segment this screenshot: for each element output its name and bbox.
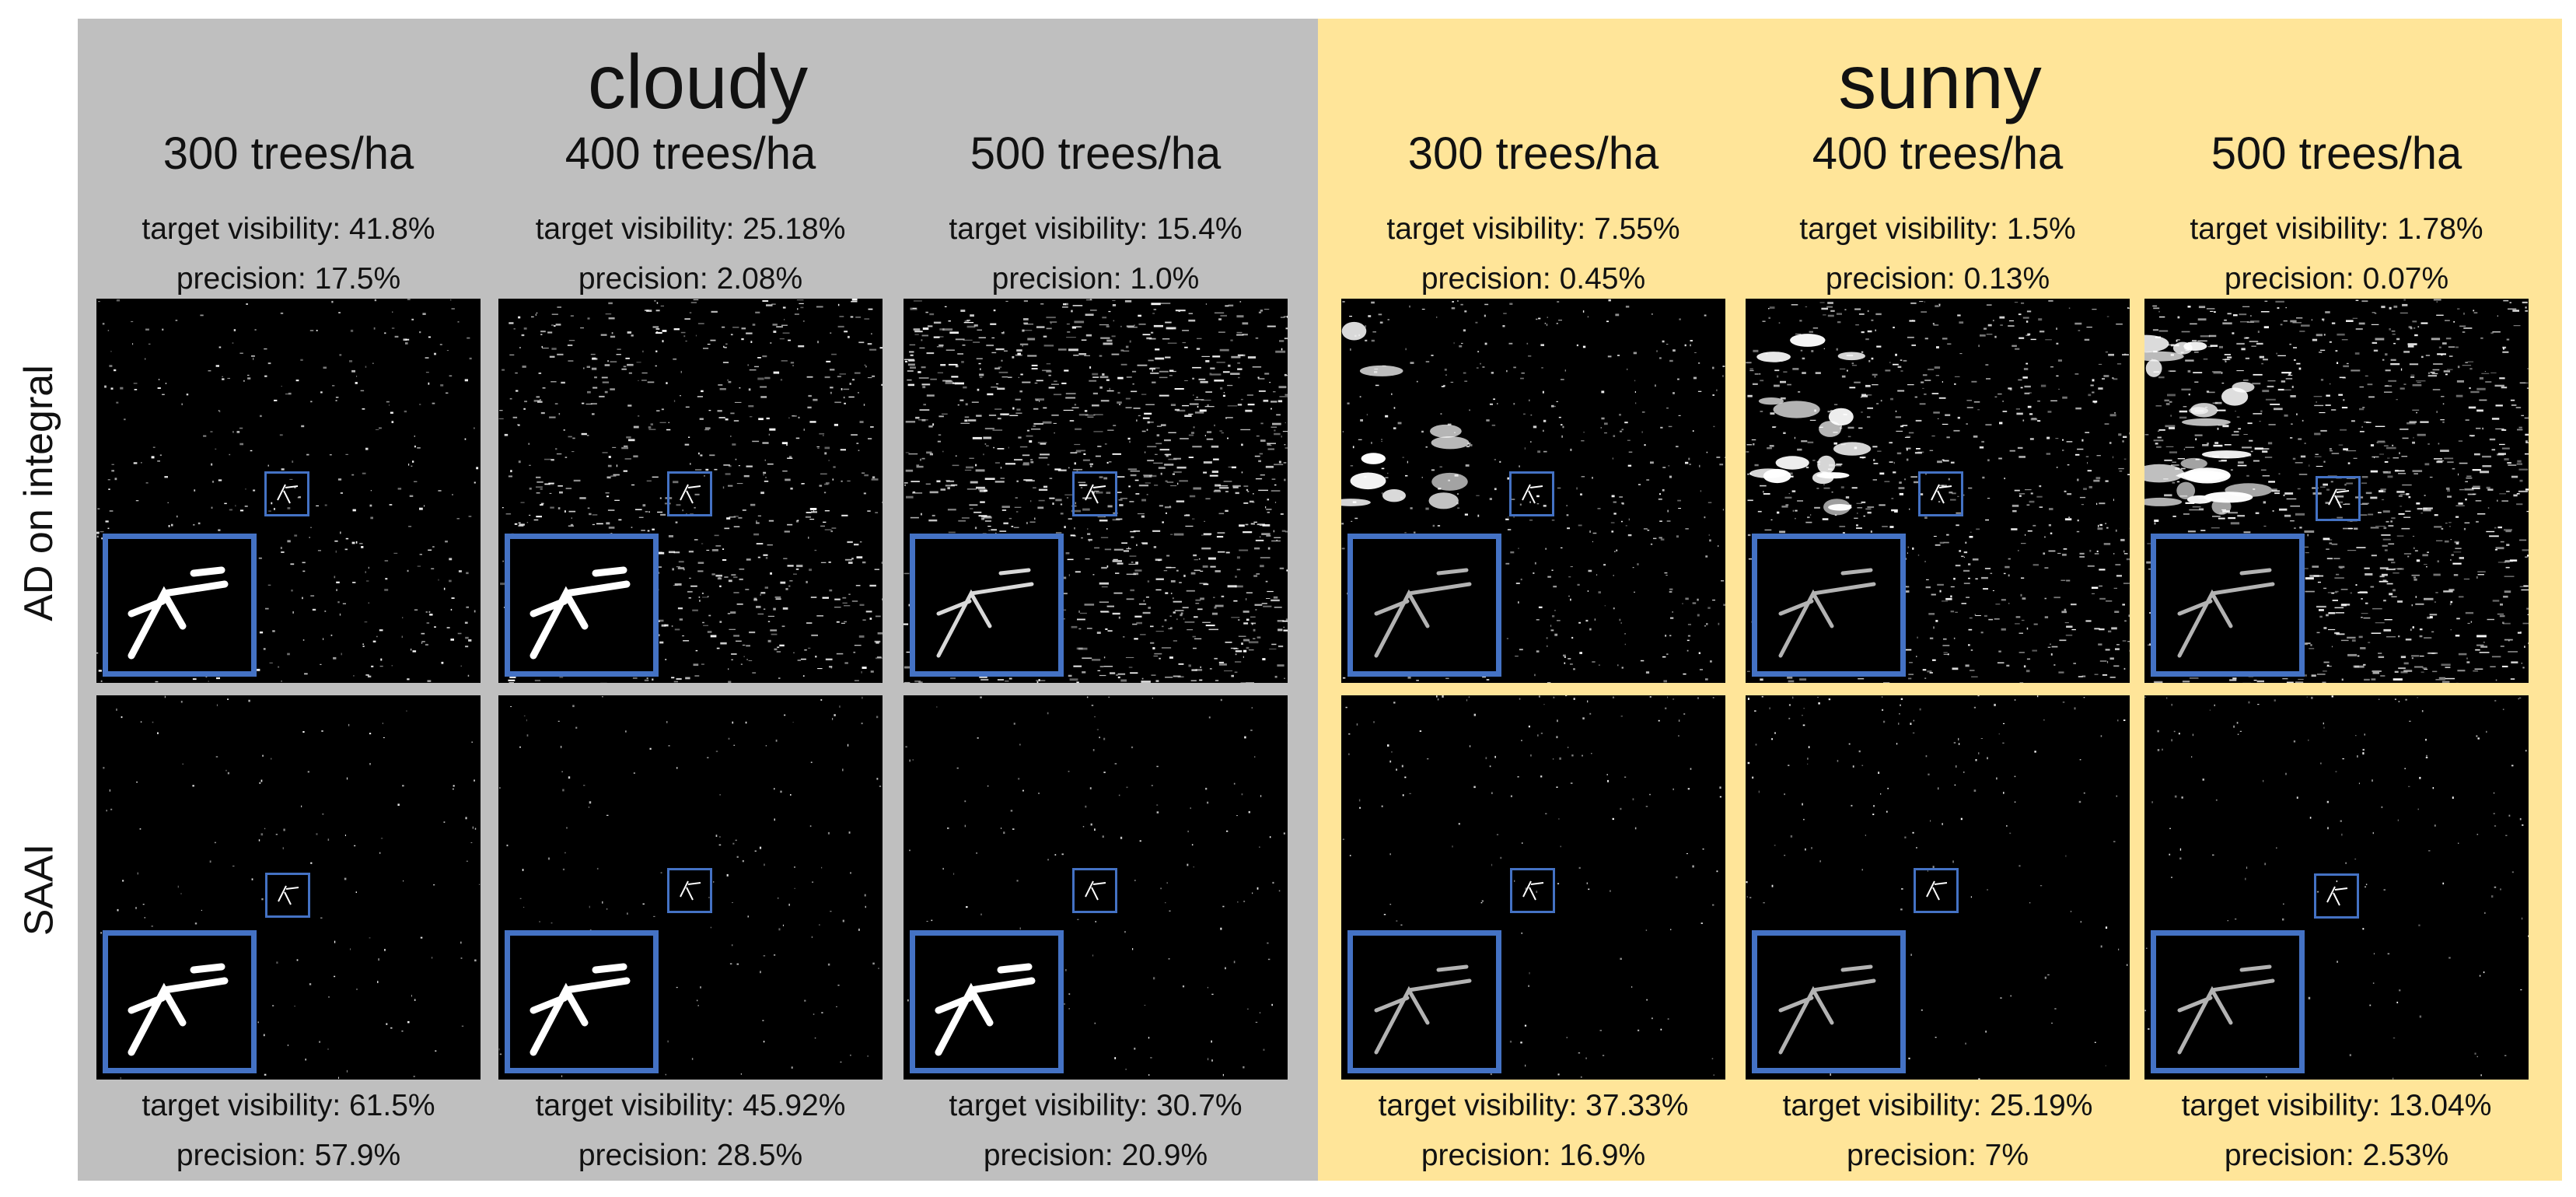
target-visibility: target visibility: 37.33% bbox=[1378, 1089, 1689, 1122]
precision: precision: 2.53% bbox=[2224, 1139, 2449, 1172]
bottom-row-stats: target visibility: 25.19% precision: 7% bbox=[1746, 1081, 2130, 1181]
target-marker-box bbox=[1510, 868, 1555, 913]
target-zoom-inset bbox=[103, 930, 257, 1073]
density-label: 300 trees/ha bbox=[163, 128, 414, 179]
target-marker-box bbox=[2314, 873, 2359, 919]
result-image bbox=[498, 695, 883, 1080]
bottom-row-stats: target visibility: 37.33% precision: 16.… bbox=[1341, 1081, 1725, 1181]
target-visibility: target visibility: 15.4% bbox=[949, 212, 1243, 246]
density-label: 300 trees/ha bbox=[1407, 128, 1659, 179]
density-label: 500 trees/ha bbox=[970, 128, 1222, 179]
result-image bbox=[1746, 695, 2130, 1080]
target-visibility: target visibility: 25.18% bbox=[535, 212, 846, 246]
bottom-row-stats: target visibility: 61.5% precision: 57.9… bbox=[96, 1081, 481, 1181]
result-image bbox=[2144, 299, 2529, 683]
precision: precision: 0.13% bbox=[1825, 262, 2050, 296]
precision: precision: 17.5% bbox=[176, 262, 401, 296]
density-label: 500 trees/ha bbox=[2211, 128, 2462, 179]
target-marker-box bbox=[265, 873, 310, 918]
target-visibility: target visibility: 61.5% bbox=[142, 1089, 435, 1122]
target-visibility: target visibility: 30.7% bbox=[949, 1089, 1243, 1122]
target-zoom-inset bbox=[1752, 534, 1906, 677]
target-zoom-inset bbox=[2151, 930, 2305, 1073]
target-marker-box bbox=[667, 471, 712, 516]
top-row-stats: target visibility: 41.8% precision: 17.5… bbox=[96, 205, 481, 304]
top-row-stats: target visibility: 1.78% precision: 0.07… bbox=[2144, 205, 2529, 304]
result-image bbox=[1746, 299, 2130, 683]
target-zoom-inset bbox=[103, 534, 257, 677]
target-visibility: target visibility: 1.78% bbox=[2190, 212, 2483, 246]
target-marker-box bbox=[1914, 868, 1959, 913]
precision: precision: 28.5% bbox=[578, 1139, 803, 1172]
top-row-stats: target visibility: 7.55% precision: 0.45… bbox=[1341, 205, 1725, 304]
condition-title-sunny: sunny bbox=[1838, 39, 2042, 124]
top-row-stats: target visibility: 15.4% precision: 1.0% bbox=[904, 205, 1288, 304]
precision: precision: 16.9% bbox=[1421, 1139, 1646, 1172]
precision: precision: 0.07% bbox=[2224, 262, 2449, 296]
target-visibility: target visibility: 13.04% bbox=[2181, 1089, 2492, 1122]
bottom-row-stats: target visibility: 30.7% precision: 20.9… bbox=[904, 1081, 1288, 1181]
target-visibility: target visibility: 45.92% bbox=[535, 1089, 846, 1122]
target-marker-box bbox=[667, 868, 712, 913]
condition-title-cloudy: cloudy bbox=[587, 39, 809, 124]
target-marker-box bbox=[1509, 471, 1554, 516]
result-image bbox=[1341, 299, 1725, 683]
target-zoom-inset bbox=[910, 534, 1064, 677]
target-zoom-inset bbox=[1347, 930, 1501, 1073]
precision: precision: 7% bbox=[1846, 1139, 2029, 1172]
density-label: 400 trees/ha bbox=[564, 128, 816, 179]
target-visibility: target visibility: 41.8% bbox=[142, 212, 435, 246]
precision: precision: 2.08% bbox=[578, 262, 803, 296]
target-marker-box bbox=[1918, 471, 1963, 516]
target-zoom-inset bbox=[1347, 534, 1501, 677]
precision: precision: 0.45% bbox=[1421, 262, 1646, 296]
top-row-stats: target visibility: 1.5% precision: 0.13% bbox=[1746, 205, 2130, 304]
target-zoom-inset bbox=[505, 534, 659, 677]
precision: precision: 1.0% bbox=[991, 262, 1200, 296]
result-image bbox=[498, 299, 883, 683]
bottom-row-stats: target visibility: 45.92% precision: 28.… bbox=[498, 1081, 883, 1181]
result-image bbox=[96, 299, 481, 683]
target-zoom-inset bbox=[505, 930, 659, 1073]
target-zoom-inset bbox=[910, 930, 1064, 1073]
precision: precision: 20.9% bbox=[983, 1139, 1208, 1172]
row-label-ad-on-integral: AD on integral bbox=[16, 365, 61, 621]
target-marker-box bbox=[1072, 868, 1117, 913]
density-label: 400 trees/ha bbox=[1812, 128, 2064, 179]
result-image bbox=[904, 299, 1288, 683]
result-image bbox=[1341, 695, 1725, 1080]
precision: precision: 57.9% bbox=[176, 1139, 401, 1172]
target-visibility: target visibility: 7.55% bbox=[1386, 212, 1680, 246]
top-row-stats: target visibility: 25.18% precision: 2.0… bbox=[498, 205, 883, 304]
target-marker-box bbox=[264, 471, 309, 516]
result-image bbox=[96, 695, 481, 1080]
target-visibility: target visibility: 25.19% bbox=[1782, 1089, 2093, 1122]
result-image bbox=[2144, 695, 2529, 1080]
target-marker-box bbox=[1072, 471, 1117, 516]
target-visibility: target visibility: 1.5% bbox=[1799, 212, 2076, 246]
result-image bbox=[904, 695, 1288, 1080]
target-marker-box bbox=[2316, 476, 2361, 521]
target-zoom-inset bbox=[2151, 534, 2305, 677]
target-zoom-inset bbox=[1752, 930, 1906, 1073]
bottom-row-stats: target visibility: 13.04% precision: 2.5… bbox=[2144, 1081, 2529, 1181]
row-label-saai: SAAI bbox=[16, 843, 61, 936]
